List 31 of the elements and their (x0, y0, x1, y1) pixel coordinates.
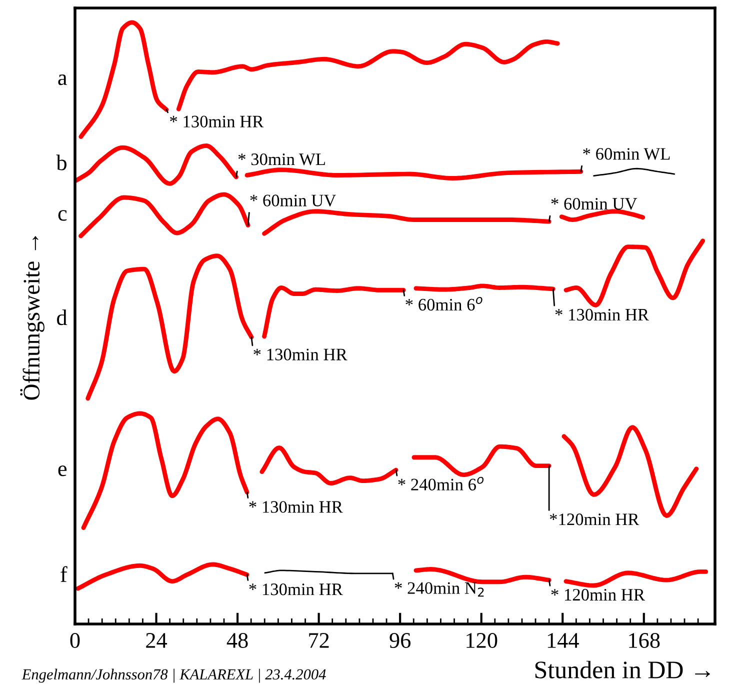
annotation: * 130min HR (249, 584, 343, 596)
annotation: *120min HR (550, 514, 640, 526)
annotation: * 60min 6$^{o}$ (406, 296, 482, 311)
annotation: * 60min UV (250, 194, 336, 206)
x-tick-label: 72 (309, 633, 329, 648)
annotation: * 130min HR (555, 308, 650, 321)
y-axis-title: Öffnungsweite → (20, 236, 44, 400)
series-label: c (58, 210, 67, 221)
annotation: * 60min UV (551, 198, 638, 210)
annotation: * 60min WL (583, 148, 670, 160)
series-label: d (57, 310, 68, 326)
annotation: * 130min HR (249, 501, 343, 513)
annotation: * 130min HR (170, 116, 264, 128)
x-tick-label: 120 (466, 632, 498, 648)
x-tick-label: 0 (70, 632, 80, 648)
x-tick-label: 144 (548, 633, 579, 648)
x-tick-label: 168 (629, 632, 660, 648)
annotation: * 130min HR (254, 348, 348, 360)
annotation: * 120min HR (551, 588, 645, 601)
text: Engelmann/Johnsson78 | KALAREXL | 23.4.2004 (22, 668, 326, 683)
series-label: e (58, 465, 67, 476)
series-label: a (58, 74, 68, 86)
x-tick-label: 24 (146, 633, 168, 648)
annotation: * 30min WL (238, 153, 325, 166)
annotation: * 240min 6$^{o}$ (398, 476, 484, 490)
series-label: b (56, 154, 66, 170)
annotation: * 240min N$_{2}$ (394, 582, 484, 597)
x-axis-title: Stunden in DD → (535, 660, 710, 678)
series-label: f (60, 566, 68, 582)
x-tick-label: 96 (390, 633, 411, 648)
x-tick-label: 48 (226, 632, 248, 648)
